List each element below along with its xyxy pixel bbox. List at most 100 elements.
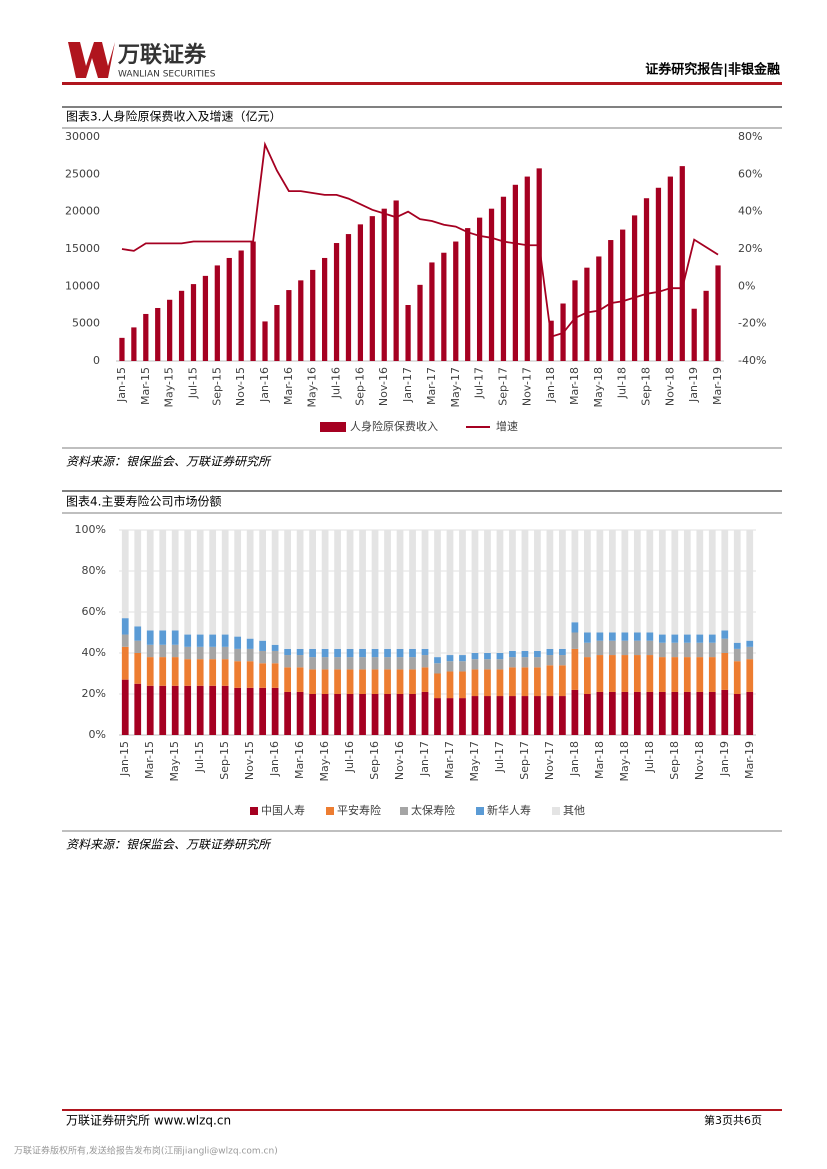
- x-tick-label: Sep-15: [210, 367, 223, 406]
- y-tick-label: 0%: [89, 728, 106, 741]
- bar-segment: [534, 650, 541, 658]
- x-tick-label: Mar-16: [293, 741, 306, 779]
- y-tick-label: 100%: [75, 523, 106, 536]
- bar: [357, 224, 364, 361]
- bar-segment: [134, 626, 142, 641]
- bar-segment: [633, 530, 641, 633]
- bar-segment: [246, 530, 254, 639]
- x-tick-label: Jul-16: [343, 741, 356, 773]
- bar-segment: [471, 659, 479, 670]
- bar: [190, 284, 197, 361]
- bar-segment: [159, 644, 167, 658]
- y-tick-label: 40%: [82, 646, 106, 659]
- y2-tick-label: -40%: [738, 354, 766, 367]
- bar-segment: [559, 655, 566, 666]
- bar-segment: [521, 530, 529, 651]
- bar-segment: [683, 657, 691, 692]
- x-tick-label: Sep-18: [640, 367, 653, 406]
- x-tick-label: Jan-18: [568, 741, 581, 777]
- growth-line: [121, 141, 719, 338]
- bar-segment: [733, 694, 741, 735]
- bar-segment: [334, 648, 341, 658]
- bar-segment: [571, 632, 579, 649]
- bar-segment: [259, 640, 267, 651]
- bar: [476, 217, 483, 361]
- bar-segment: [346, 694, 354, 735]
- bar-segment: [721, 638, 729, 653]
- bar-segment: [521, 696, 529, 735]
- bar: [655, 187, 662, 361]
- bar-segment: [296, 667, 304, 692]
- bar-segment: [146, 630, 154, 645]
- logo-mark: [68, 42, 115, 78]
- bar-segment: [671, 530, 679, 635]
- bar: [143, 313, 149, 361]
- bar-segment: [246, 661, 254, 688]
- bar-segment: [658, 657, 666, 692]
- bar-segment: [121, 646, 129, 680]
- bar: [643, 198, 650, 361]
- bar-segment: [646, 655, 654, 692]
- bar-segment: [246, 648, 254, 662]
- legend-label: 太保寿险: [411, 803, 455, 817]
- bar-segment: [196, 530, 204, 635]
- bar-segment: [484, 653, 491, 660]
- bar: [429, 262, 435, 361]
- bar-segment: [296, 530, 304, 649]
- bar-segment: [696, 634, 704, 643]
- bar-segment: [746, 646, 754, 660]
- bar-segment: [396, 530, 404, 649]
- bar-segment: [733, 648, 741, 662]
- bar-segment: [159, 530, 167, 631]
- x-tick-label: Mar-16: [282, 367, 295, 405]
- bar-segment: [509, 667, 516, 697]
- bar-segment: [121, 618, 129, 635]
- bar-segment: [633, 632, 641, 641]
- bar-segment: [584, 632, 591, 643]
- bar-segment: [409, 694, 416, 735]
- bar: [453, 241, 459, 361]
- bar: [536, 168, 542, 361]
- bar-segment: [184, 634, 192, 647]
- y-tick-label: 15000: [65, 242, 100, 255]
- x-tick-label: May-18: [592, 367, 605, 408]
- bar-segment: [471, 530, 479, 653]
- x-tick-label: Sep-15: [218, 741, 231, 780]
- bar-segment: [546, 530, 554, 649]
- bar-segment: [209, 659, 217, 686]
- bar-segment: [284, 655, 291, 668]
- bar-segment: [371, 530, 379, 649]
- bar: [548, 320, 554, 361]
- bar: [262, 321, 268, 361]
- bar-segment: [571, 622, 579, 633]
- bar-segment: [509, 650, 516, 658]
- bar-segment: [234, 661, 242, 688]
- x-tick-label: Sep-16: [353, 367, 366, 406]
- copyright-notice: 万联证券版权所有,发送给报告发布岗(江丽jiangli@wlzq.com.cn): [14, 1145, 278, 1157]
- y2-tick-label: 40%: [738, 205, 762, 218]
- bar-segment: [608, 530, 616, 633]
- x-tick-label: Mar-17: [443, 741, 456, 779]
- bar-segment: [509, 530, 516, 651]
- bar-segment: [346, 648, 354, 658]
- bar-segment: [484, 659, 491, 670]
- x-tick-label: Jul-16: [330, 367, 343, 399]
- bar-segment: [446, 661, 454, 672]
- bar: [131, 327, 137, 361]
- bar: [703, 290, 709, 361]
- bar-segment: [221, 530, 229, 635]
- bar-segment: [384, 648, 391, 658]
- bar-segment: [321, 530, 329, 649]
- x-tick-label: May-16: [318, 741, 331, 782]
- bar-segment: [559, 665, 566, 697]
- legend-swatch: [250, 807, 258, 815]
- bar: [441, 252, 447, 361]
- x-tick-label: Jan-17: [418, 741, 431, 777]
- bar-segment: [384, 669, 391, 694]
- legend-swatch: [400, 807, 408, 815]
- bar-segment: [334, 694, 341, 735]
- bar: [584, 267, 590, 361]
- x-tick-label: Sep-17: [496, 367, 509, 406]
- x-tick-label: Mar-18: [568, 367, 581, 405]
- x-tick-label: Jan-19: [687, 367, 700, 403]
